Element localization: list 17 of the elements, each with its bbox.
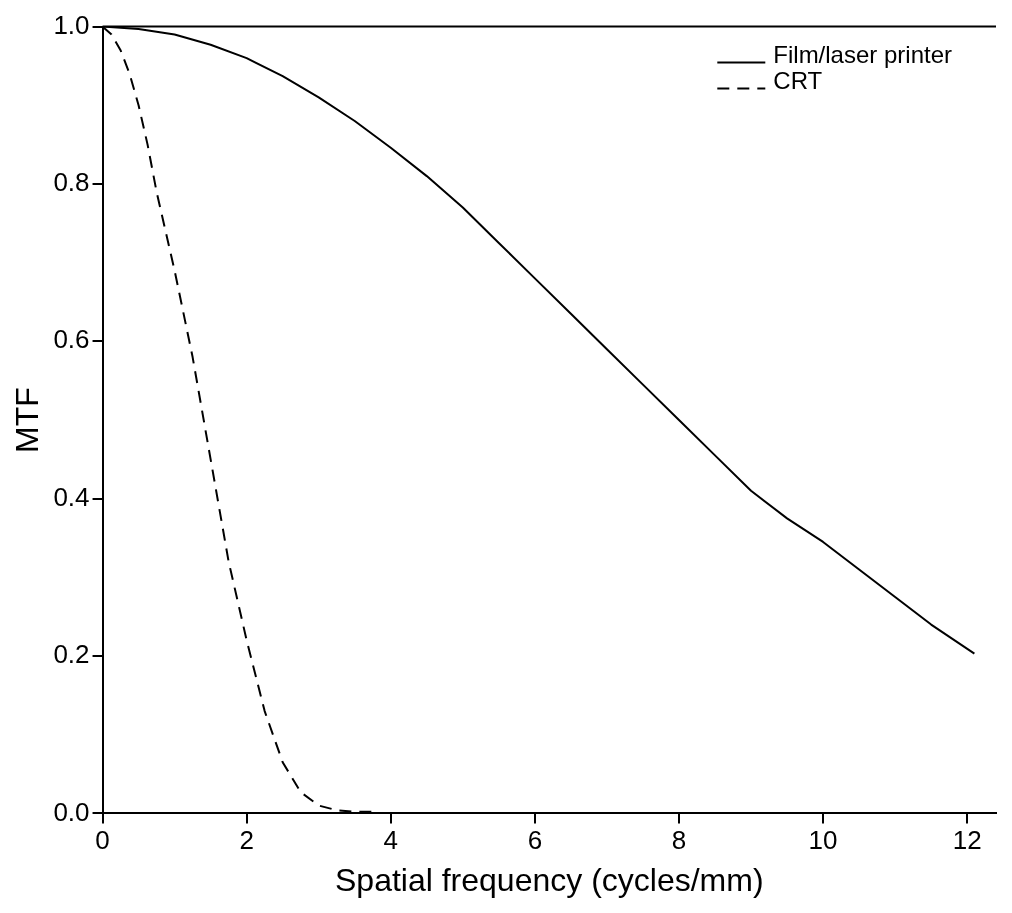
y-tick-label: 1.0 [53, 9, 90, 40]
legend-label: CRT [773, 67, 823, 95]
x-tick-label: 10 [808, 825, 838, 856]
y-axis-title: MTF [9, 387, 46, 453]
x-tick-label: 6 [527, 825, 543, 856]
y-tick-label: 0.4 [53, 481, 90, 512]
legend-label: Film/laser printer [773, 41, 953, 69]
x-axis-title: Spatial frequency (cycles/mm) [334, 861, 764, 898]
y-tick-label: 0.2 [53, 639, 90, 670]
x-tick-label: 2 [239, 825, 254, 856]
x-tick-label: 12 [952, 825, 982, 856]
x-tick-label: 8 [671, 825, 687, 856]
y-tick-label: 0.6 [53, 324, 90, 355]
x-tick-label: 4 [383, 825, 398, 856]
y-tick-label: 0.0 [53, 796, 90, 827]
x-tick-label: 0 [95, 825, 110, 856]
y-tick-label: 0.8 [53, 167, 90, 198]
